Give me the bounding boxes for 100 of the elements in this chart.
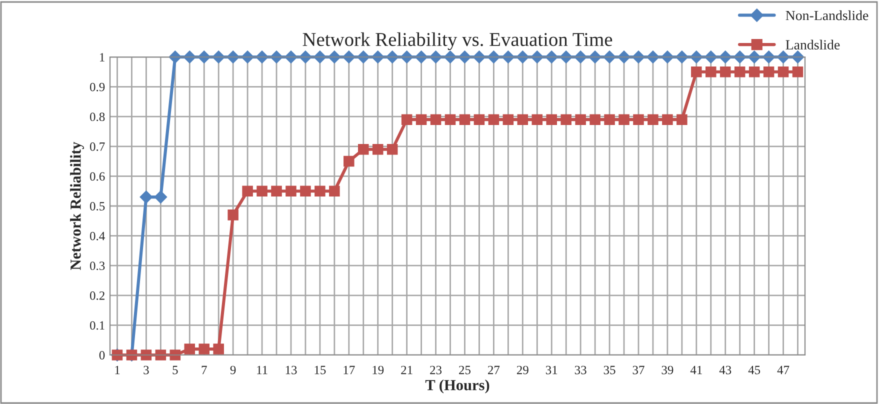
x-axis-title: T (Hours): [425, 380, 490, 394]
x-tick-label: 33: [574, 366, 586, 374]
x-tick-label: 1: [115, 366, 120, 374]
point: [314, 186, 326, 196]
point: [646, 50, 660, 64]
point: [372, 144, 384, 155]
x-tick-label: 11: [257, 366, 268, 374]
point: [226, 50, 240, 64]
x-tick-label: 47: [777, 366, 790, 374]
point: [632, 50, 645, 64]
point: [198, 344, 210, 354]
point: [300, 186, 311, 196]
point: [213, 344, 224, 354]
point: [618, 114, 630, 125]
point: [286, 186, 296, 196]
x-tick-label: 3: [144, 366, 149, 374]
point: [633, 114, 644, 125]
point: [444, 114, 456, 125]
point: [734, 66, 746, 78]
point: [328, 50, 341, 64]
x-tick-label: 13: [286, 366, 297, 374]
x-tick-label: 17: [344, 366, 355, 374]
point: [763, 66, 774, 78]
point: [474, 114, 485, 125]
point: [648, 114, 658, 125]
y-tick-label: 0.1: [90, 321, 104, 330]
point: [284, 50, 298, 64]
point: [720, 66, 731, 78]
point: [271, 186, 282, 196]
point: [228, 210, 238, 220]
point: [575, 114, 586, 125]
point: [661, 50, 674, 64]
point: [690, 50, 703, 64]
point: [430, 114, 442, 125]
y-tick-label: 0.8: [90, 112, 105, 122]
point: [154, 190, 168, 204]
point: [488, 114, 500, 125]
y-tick-label: 1: [100, 53, 104, 62]
point: [184, 344, 196, 354]
point: [256, 50, 268, 64]
point: [212, 50, 226, 64]
point: [155, 350, 166, 360]
point: [356, 50, 370, 64]
x-tick-label: 35: [604, 366, 616, 374]
point: [256, 186, 268, 196]
y-axis-title: Network Reliability: [70, 142, 84, 270]
point: [662, 114, 673, 125]
x-tick-label: 29: [516, 366, 528, 374]
y-tick-label: 0.3: [90, 262, 105, 270]
y-tick-label: 0: [99, 351, 105, 360]
point: [416, 114, 427, 125]
point: [314, 50, 326, 64]
point: [329, 186, 340, 196]
point: [604, 114, 615, 125]
y-tick-label: 0.2: [90, 291, 104, 300]
chart-title: Network Reliability vs. Evauation Time: [302, 32, 612, 50]
x-tick-label: 19: [372, 366, 384, 374]
y-tick-label: 0.9: [90, 82, 105, 92]
x-tick-label: 37: [632, 366, 644, 374]
point: [401, 114, 412, 125]
legend-label: Non-Landslide: [786, 10, 868, 20]
point: [560, 50, 573, 64]
x-tick-label: 5: [172, 366, 178, 374]
point: [140, 350, 152, 360]
point: [546, 114, 557, 125]
y-tick-label: 0.6: [90, 172, 105, 181]
x-tick-label: 9: [230, 366, 236, 374]
point: [242, 186, 253, 196]
point: [502, 114, 514, 125]
point: [299, 50, 312, 64]
x-tick-label: 27: [488, 366, 500, 374]
point: [618, 50, 630, 64]
point: [588, 50, 602, 64]
point: [344, 156, 354, 167]
x-tick-label: 45: [748, 366, 760, 374]
point: [676, 50, 688, 64]
point: [517, 114, 528, 125]
point: [706, 66, 716, 78]
point: [574, 50, 587, 64]
x-tick-label: 25: [459, 366, 470, 374]
x-tick-label: 15: [314, 366, 326, 374]
y-tick-label: 0.4: [90, 232, 105, 240]
point: [603, 50, 616, 64]
point: [676, 114, 688, 125]
point: [198, 50, 211, 64]
x-tick-label: 7: [202, 366, 207, 374]
x-tick-label: 23: [430, 366, 442, 374]
legend-label: Landslide: [786, 40, 840, 50]
x-tick-label: 39: [662, 366, 674, 374]
x-tick-label: 31: [546, 366, 558, 374]
point: [386, 144, 398, 155]
y-tick-label: 0.5: [90, 202, 105, 211]
point: [778, 66, 789, 78]
point: [545, 50, 558, 64]
point: [532, 114, 543, 125]
point: [704, 50, 718, 64]
point: [140, 190, 153, 204]
y-tick-label: 0.7: [90, 142, 105, 151]
point: [241, 50, 254, 64]
x-tick-label: 41: [690, 366, 702, 374]
